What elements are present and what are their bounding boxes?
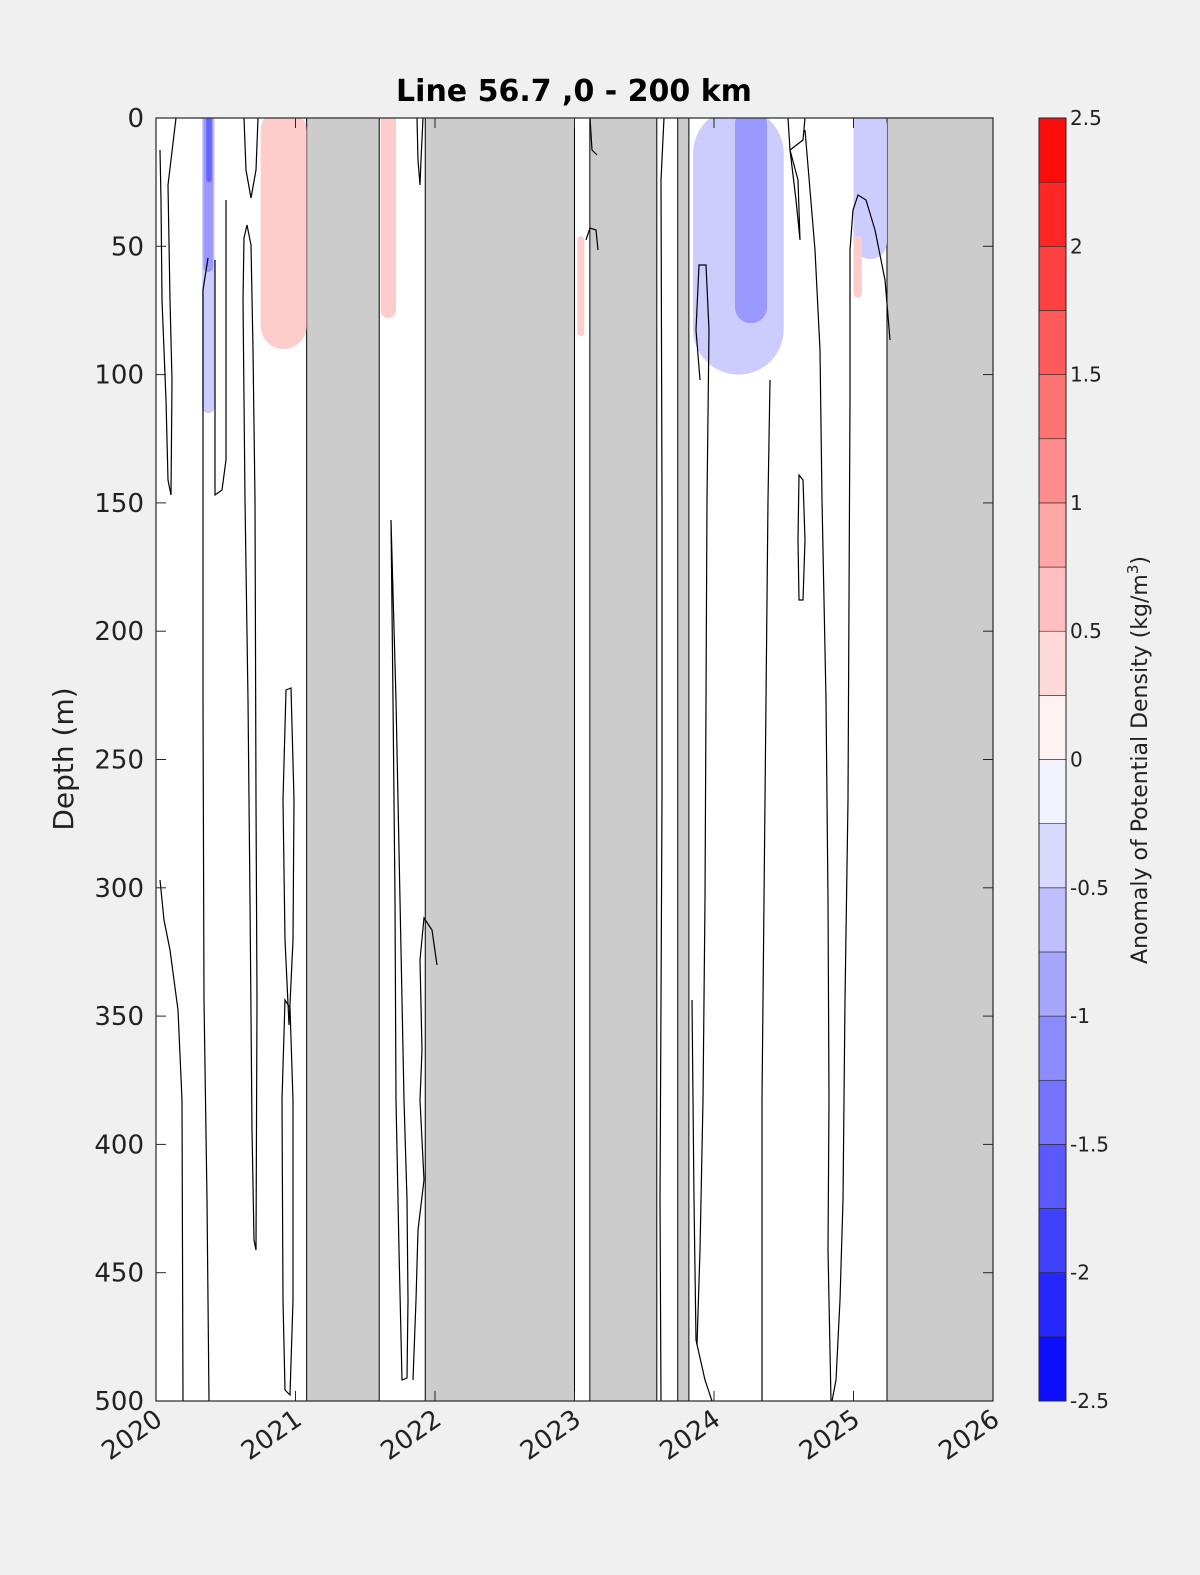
y-tick-label: 350 [94,1002,144,1032]
colorbar-segment [1038,1272,1067,1338]
x-tick-label: 2025 [794,1404,865,1467]
anomaly-patch [853,118,887,260]
y-tick-label: 100 [94,361,144,391]
colorbar-segment [1038,246,1067,311]
contour-line [242,224,258,1251]
no-data-regions [306,118,993,1401]
anomaly-patch [853,236,862,298]
x-tick-label: 2026 [934,1404,1005,1467]
colorbar-tick-label: 0.5 [1070,619,1102,643]
y-tick-label: 400 [94,1130,144,1160]
colorbar-segment [1038,502,1067,568]
x-tick-label: 2023 [515,1404,586,1467]
colorbar-segment [1038,310,1067,375]
zero-contours [159,118,891,1401]
y-tick-label: 450 [94,1259,144,1289]
y-axis: 0 50 100 150 200 250 300 350 400 450 500 [94,104,993,1417]
colorbar-segment [1038,1144,1067,1209]
y-axis-label: Depth (m) [47,687,80,830]
contour-line [416,118,424,186]
anomaly-patch [260,118,307,349]
colorbar-tick-label: 1.5 [1070,363,1102,387]
colorbar-tick-label: -2.5 [1070,1389,1109,1413]
x-tick-label: 2024 [655,1404,726,1467]
contour-line [202,257,210,1401]
anomaly-patch [577,236,585,337]
anomaly-patch [380,118,396,319]
contour-line [390,519,409,1381]
anomaly-patch [734,118,768,324]
y-tick-label: 300 [94,874,144,904]
colorbar-segment [1038,1336,1067,1402]
y-tick-label: 150 [94,489,144,519]
colorbar-tick-label: 2.5 [1070,106,1102,130]
colorbar-tick-label: 2 [1070,234,1083,258]
contour-line [695,264,710,1346]
contour-line [412,916,438,1381]
colorbar-segment [1038,374,1067,440]
colorbar-frame [1038,117,1067,1402]
colorbar-label: Anomaly of Potential Density (kg/m3) [1124,556,1153,964]
no-data-region [886,118,993,1401]
anomaly-patches [202,118,887,414]
contour-line [282,687,295,1026]
contour-line [159,879,184,1401]
colorbar-segment [1038,1015,1067,1081]
colorbar-segment [1038,823,1067,889]
colorbar-tick-label: -1.5 [1070,1132,1109,1156]
colorbar-segment [1038,1079,1067,1145]
colorbar-segment [1038,951,1067,1017]
contour-line [789,149,801,241]
colorbar-segment [1038,630,1067,696]
contour-line [797,473,806,601]
colorbar-label-superscript: 3 [1124,565,1142,575]
y-tick-label: 200 [94,617,144,647]
colorbar-segment [1038,566,1067,632]
contour-line [787,118,806,152]
colorbar-segment [1038,1208,1067,1274]
colorbar: 2.5 2 1.5 1 0.5 0 -0.5 -1 -1.5 -2 -2.5 [1038,106,1109,1413]
anomaly-patch [206,118,212,183]
colorbar-tick-label: 0 [1070,748,1083,772]
contour-line [691,999,713,1401]
colorbar-tick-label: 1 [1070,491,1083,515]
colorbar-segment [1038,438,1067,504]
no-data-region [306,118,380,1401]
colorbar-segment [1038,887,1067,953]
x-tick-label: 2021 [236,1404,307,1467]
y-tick-label: 500 [94,1387,144,1417]
contour-line [214,200,227,497]
y-tick-label: 50 [111,232,144,262]
chart-title: Line 56.7 ,0 - 200 km [396,74,752,109]
contour-line [659,118,665,1401]
no-data-region [424,118,575,1401]
colorbar-segment [1038,117,1067,183]
contour-line [243,118,259,199]
colorbar-segment [1038,759,1067,824]
contour-line [585,227,599,251]
colorbar-tick-label: -0.5 [1070,876,1109,900]
colorbar-tick-label: -1 [1070,1004,1090,1028]
y-tick-label: 250 [94,746,144,776]
colorbar-tick-label: -2 [1070,1261,1090,1285]
y-tick-label: 0 [127,104,144,134]
contour-line [804,129,832,1401]
contour-line [761,379,771,1401]
contour-line [589,118,598,156]
contour-line [159,118,177,496]
contour-line [831,194,891,1401]
x-tick-label: 2022 [376,1404,447,1467]
colorbar-segment [1038,181,1067,247]
no-data-region [589,118,658,1401]
colorbar-segment [1038,695,1067,760]
no-data-region [677,118,690,1401]
contour-line [281,998,294,1397]
